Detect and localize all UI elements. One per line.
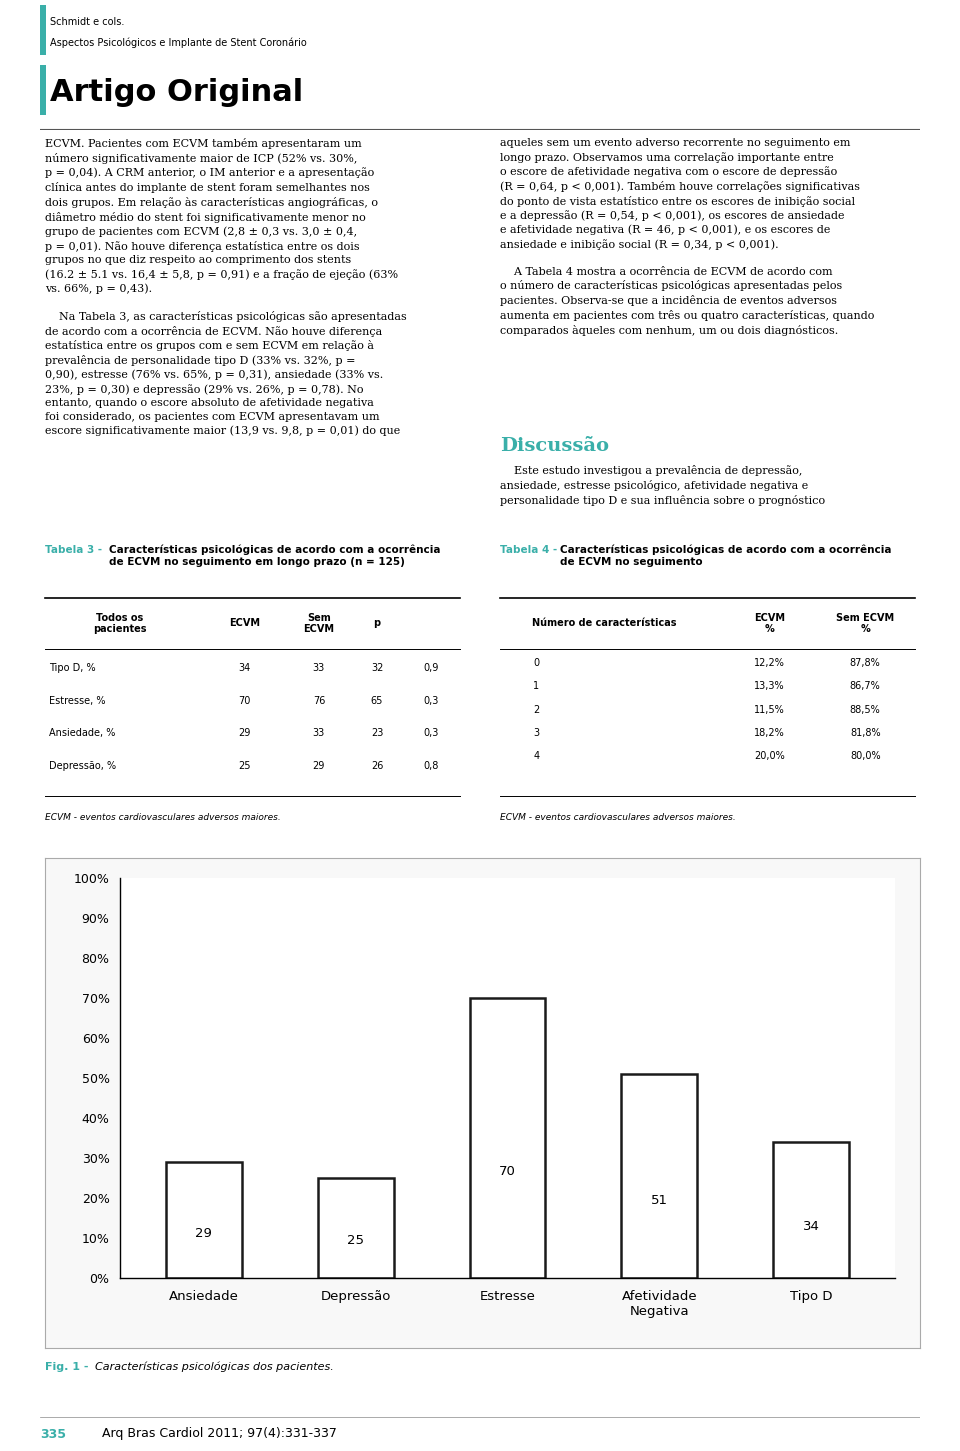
Text: 29: 29 bbox=[313, 762, 325, 772]
Text: 51: 51 bbox=[651, 1194, 668, 1207]
Text: Tabela 3 -: Tabela 3 - bbox=[45, 546, 106, 554]
Text: 86,7%: 86,7% bbox=[850, 682, 880, 692]
Text: Todos os
pacientes: Todos os pacientes bbox=[93, 612, 147, 634]
Text: Discussão: Discussão bbox=[500, 437, 609, 456]
Text: 11,5%: 11,5% bbox=[755, 705, 785, 714]
Bar bbox=[165, 1162, 242, 1278]
Text: aqueles sem um evento adverso recorrente no seguimento em
longo prazo. Observamo: aqueles sem um evento adverso recorrente… bbox=[500, 138, 875, 335]
Text: 26: 26 bbox=[371, 762, 383, 772]
Text: Aspectos Psicológicos e Implante de Stent Coronário: Aspectos Psicológicos e Implante de Sten… bbox=[50, 38, 307, 48]
Text: 80,0%: 80,0% bbox=[850, 750, 880, 760]
Bar bbox=[621, 1074, 698, 1278]
Text: 3: 3 bbox=[533, 728, 540, 737]
Text: 87,8%: 87,8% bbox=[850, 659, 880, 669]
Text: Características psicológicas dos pacientes.: Características psicológicas dos pacient… bbox=[95, 1361, 334, 1373]
Text: Sem
ECVM: Sem ECVM bbox=[303, 612, 334, 634]
Text: Número de características: Número de características bbox=[532, 618, 676, 628]
Text: ECVM - eventos cardiovasculares adversos maiores.: ECVM - eventos cardiovasculares adversos… bbox=[500, 813, 735, 821]
Text: ECVM - eventos cardiovasculares adversos maiores.: ECVM - eventos cardiovasculares adversos… bbox=[45, 813, 280, 821]
Text: 88,5%: 88,5% bbox=[850, 705, 880, 714]
Text: 2: 2 bbox=[533, 705, 540, 714]
Text: ECVM
%: ECVM % bbox=[755, 612, 785, 634]
Text: 0,8: 0,8 bbox=[423, 762, 439, 772]
Bar bbox=[318, 1178, 394, 1278]
Text: Schmidt e cols.: Schmidt e cols. bbox=[50, 17, 125, 28]
Text: Tabela 4 -: Tabela 4 - bbox=[500, 546, 561, 554]
Text: 76: 76 bbox=[313, 696, 325, 707]
Text: 0,9: 0,9 bbox=[423, 663, 439, 673]
Text: Fig. 1 -: Fig. 1 - bbox=[45, 1362, 92, 1373]
Bar bbox=[774, 1142, 850, 1278]
Text: 33: 33 bbox=[313, 663, 325, 673]
Text: Este estudo investigou a prevalência de depressão,
ansiedade, estresse psicológi: Este estudo investigou a prevalência de … bbox=[500, 464, 826, 505]
Text: 29: 29 bbox=[195, 1228, 212, 1241]
Text: ECVM. Pacientes com ECVM também apresentaram um
número significativamente maior : ECVM. Pacientes com ECVM também apresent… bbox=[45, 138, 407, 435]
Text: 13,3%: 13,3% bbox=[755, 682, 785, 692]
Text: 34: 34 bbox=[803, 1220, 820, 1233]
Text: 1: 1 bbox=[533, 682, 540, 692]
Text: Arq Bras Cardiol 2011; 97(4):331-337: Arq Bras Cardiol 2011; 97(4):331-337 bbox=[102, 1428, 336, 1441]
Text: Estresse, %: Estresse, % bbox=[49, 696, 106, 707]
Text: Depressão, %: Depressão, % bbox=[49, 762, 116, 772]
Text: 34: 34 bbox=[238, 663, 251, 673]
Text: Características psicológicas de acordo com a ocorrência
de ECVM no seguimento em: Características psicológicas de acordo c… bbox=[109, 546, 441, 567]
Text: 4: 4 bbox=[533, 750, 540, 760]
Text: 18,2%: 18,2% bbox=[755, 728, 785, 737]
Text: p: p bbox=[373, 618, 380, 628]
Text: 65: 65 bbox=[371, 696, 383, 707]
Text: 29: 29 bbox=[238, 728, 251, 737]
Text: Características psicológicas de acordo com a ocorrência
de ECVM no seguimento: Características psicológicas de acordo c… bbox=[561, 546, 892, 567]
Text: Artigo Original: Artigo Original bbox=[50, 78, 303, 107]
Text: 0: 0 bbox=[533, 659, 540, 669]
Text: 81,8%: 81,8% bbox=[850, 728, 880, 737]
Text: 70: 70 bbox=[499, 1165, 516, 1178]
Text: 0,3: 0,3 bbox=[423, 696, 439, 707]
Text: Ansiedade, %: Ansiedade, % bbox=[49, 728, 115, 737]
Text: Tipo D, %: Tipo D, % bbox=[49, 663, 96, 673]
Text: 25: 25 bbox=[238, 762, 251, 772]
Text: 70: 70 bbox=[238, 696, 251, 707]
Bar bbox=[469, 998, 545, 1278]
Text: 23: 23 bbox=[371, 728, 383, 737]
Text: 335: 335 bbox=[40, 1428, 66, 1441]
Text: ECVM: ECVM bbox=[228, 618, 260, 628]
Text: 0,3: 0,3 bbox=[423, 728, 439, 737]
Text: 33: 33 bbox=[313, 728, 325, 737]
Text: 25: 25 bbox=[347, 1233, 364, 1246]
Text: 12,2%: 12,2% bbox=[755, 659, 785, 669]
Text: 32: 32 bbox=[371, 663, 383, 673]
Text: 20,0%: 20,0% bbox=[755, 750, 785, 760]
Text: Sem ECVM
%: Sem ECVM % bbox=[836, 612, 895, 634]
